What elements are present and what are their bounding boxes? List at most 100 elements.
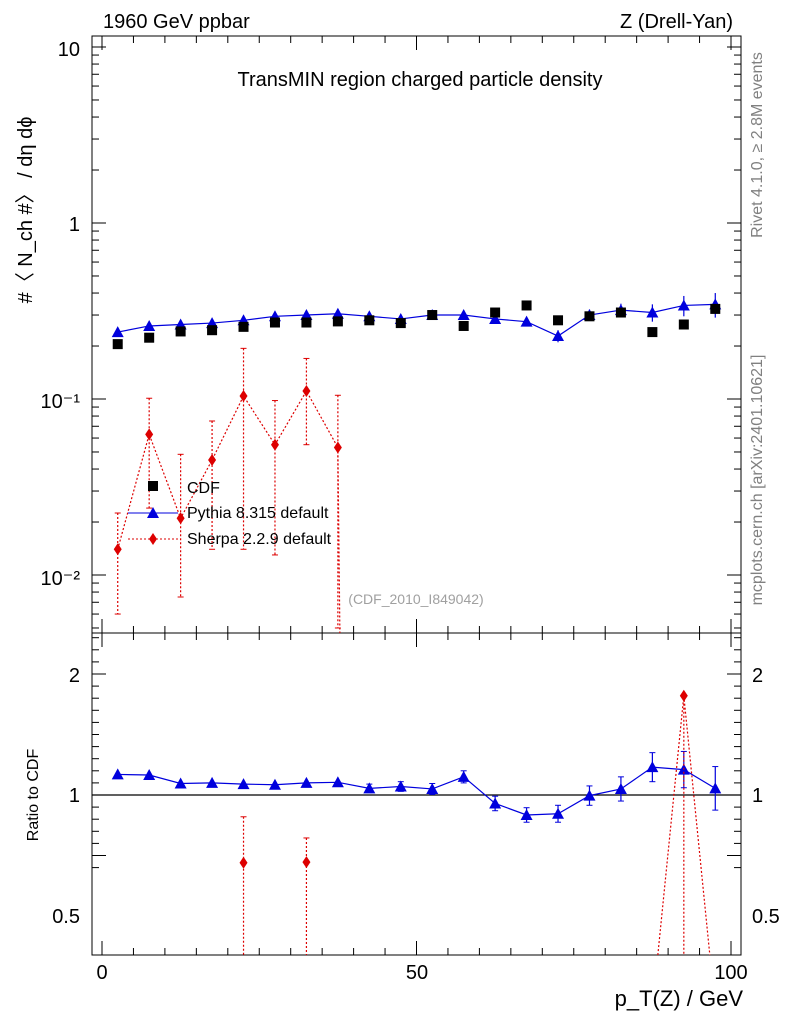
chart-title: TransMIN region charged particle density [238, 69, 603, 91]
ratio-tick-label-0.5: 0.5 [52, 906, 80, 928]
cdf-point [238, 321, 249, 332]
pythia-ratio-point [300, 776, 313, 788]
sherpa-point [176, 512, 185, 525]
pythia-main-series [111, 293, 722, 343]
ratio-tick-label-0.5-right: 0.5 [752, 906, 780, 928]
cdf-point [710, 303, 721, 314]
cdf-point [615, 307, 626, 318]
rivet-info: Rivet 4.1.0, ≥ 2.8M events [749, 52, 766, 238]
ratio-tick-label-1: 1 [69, 785, 80, 807]
ratio-frame [91, 632, 742, 956]
cdf-point [175, 326, 186, 337]
cdf-point [395, 318, 406, 329]
pythia-point [111, 326, 124, 338]
cdf-point [364, 315, 375, 326]
sherpa-ratio-point [239, 856, 248, 869]
cdf-point [207, 325, 218, 336]
ratio-tick-label-2-right: 2 [752, 665, 763, 687]
pythia-point [646, 306, 659, 318]
pythia-ratio-point [111, 768, 124, 780]
cdf-point [647, 327, 658, 338]
main-tick-label-1: 1 [69, 214, 80, 236]
cdf-point [269, 317, 280, 328]
pythia-ratio-point [646, 761, 659, 773]
cdf-point [553, 315, 564, 326]
main-tick-label-0.01: 10⁻² [41, 568, 81, 590]
ratio-tick-label-2: 2 [69, 665, 80, 687]
legend: CDF Pythia 8.315 default Sherpa 2.2.9 de… [128, 480, 332, 548]
cdf-point [458, 320, 469, 331]
pythia-point [300, 309, 313, 321]
sherpa-ratio-peak-point [679, 689, 688, 702]
legend-pythia-marker [147, 507, 159, 518]
legend-sherpa-marker [149, 533, 157, 545]
pythia-point [489, 312, 502, 324]
pythia-point [520, 315, 533, 327]
pythia-ratio-point [331, 776, 344, 788]
ratio-tick-label-1-right: 1 [752, 785, 763, 807]
cdf-point [144, 332, 155, 343]
pythia-ratio-point [237, 778, 250, 790]
pythia-ratio-point [268, 778, 281, 790]
sherpa-point [208, 454, 217, 467]
pythia-ratio-series [111, 750, 722, 823]
x-tick-label-50: 50 [406, 962, 428, 984]
legend-cdf-label: CDF [187, 480, 220, 497]
y-axis-label-ratio: Ratio to CDF [25, 749, 42, 842]
pythia-ratio-point [206, 776, 219, 788]
sherpa-point [239, 390, 248, 403]
pythia-ratio-point [583, 789, 596, 801]
sherpa-line-tail [337, 447, 341, 634]
y-axis-label-main: #〈 N_ch #〉 / dη dϕ [15, 117, 37, 304]
pythia-ratio-point [394, 780, 407, 792]
sherpa-ratio-series [239, 689, 711, 956]
cdf-point [584, 311, 595, 322]
cdf-point [301, 317, 312, 328]
sherpa-main-series [113, 347, 342, 634]
x-axis-label: p_T(Z) / GeV [615, 986, 744, 1011]
pythia-ratio-point [520, 808, 533, 820]
main-tick-label-0.1: 10⁻¹ [41, 391, 81, 413]
cdf-point [678, 319, 689, 330]
cdf-point [521, 300, 532, 311]
legend-pythia-label: Pythia 8.315 default [187, 505, 329, 522]
pythia-ratio-point [489, 797, 502, 809]
sherpa-ratio-line [683, 695, 711, 956]
pythia-ratio-point [143, 769, 156, 781]
legend-sherpa-label: Sherpa 2.2.9 default [187, 531, 332, 548]
sherpa-point [145, 428, 154, 441]
pythia-ratio-point [426, 782, 439, 794]
pythia-line [117, 303, 716, 337]
pythia-ratio-point [457, 770, 470, 782]
sherpa-point [333, 441, 342, 454]
pythia-ratio-point [552, 807, 565, 819]
header-right: Z (Drell-Yan) [620, 11, 733, 33]
pythia-ratio-point [174, 777, 187, 789]
sherpa-ratio-point [302, 856, 311, 869]
pythia-point [331, 307, 344, 319]
pythia-ratio-line [117, 766, 716, 816]
main-tick-label-10: 10 [58, 39, 80, 61]
cdf-main-series [112, 300, 721, 350]
sherpa-ratio-line [657, 695, 685, 956]
legend-cdf-marker [148, 481, 158, 491]
sherpa-point [302, 385, 311, 398]
cdf-point [490, 307, 501, 318]
site-info: mcplots.cern.ch [arXiv:2401.10621] [749, 355, 766, 606]
x-tick-label-0: 0 [96, 962, 107, 984]
pythia-ratio-point [614, 782, 627, 794]
sherpa-point [113, 543, 122, 556]
sherpa-point [270, 438, 279, 451]
header-left: 1960 GeV ppbar [103, 11, 250, 33]
analysis-tag: (CDF_2010_I849042) [348, 591, 483, 607]
pythia-point [457, 309, 470, 321]
sherpa-line [117, 389, 339, 550]
x-tick-label-100: 100 [714, 962, 747, 984]
pythia-point [552, 330, 565, 342]
pythia-ratio-point [363, 782, 376, 794]
pythia-point [677, 299, 690, 311]
pythia-ratio-point [709, 782, 722, 794]
cdf-point [427, 310, 438, 321]
cdf-point [112, 339, 123, 350]
